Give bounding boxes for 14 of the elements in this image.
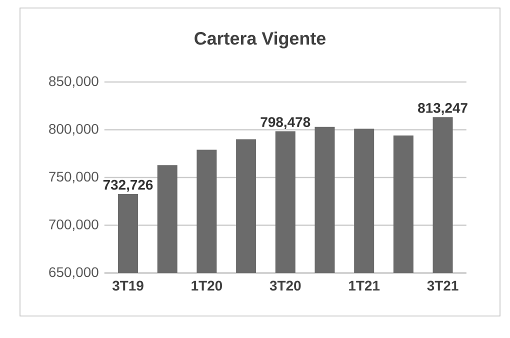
- data-label: 813,247: [418, 102, 468, 115]
- y-tick-label: 650,000: [49, 267, 98, 279]
- y-tick-label: 750,000: [49, 172, 98, 184]
- y-tick-label: 700,000: [49, 219, 98, 232]
- x-tick-label: 3T19: [112, 280, 144, 291]
- x-tick-label: 3T20: [270, 280, 301, 291]
- data-label: 798,478: [260, 117, 310, 129]
- y-tick-label: 800,000: [49, 124, 98, 136]
- x-tick-label: 3T21: [427, 280, 458, 291]
- data-label: 732,726: [103, 180, 153, 192]
- y-tick-label: 850,000: [49, 76, 98, 88]
- x-tick-label: 1T20: [192, 280, 222, 291]
- chart-title: Cartera Vigente: [194, 32, 326, 48]
- x-tick-label: 1T21: [349, 280, 380, 291]
